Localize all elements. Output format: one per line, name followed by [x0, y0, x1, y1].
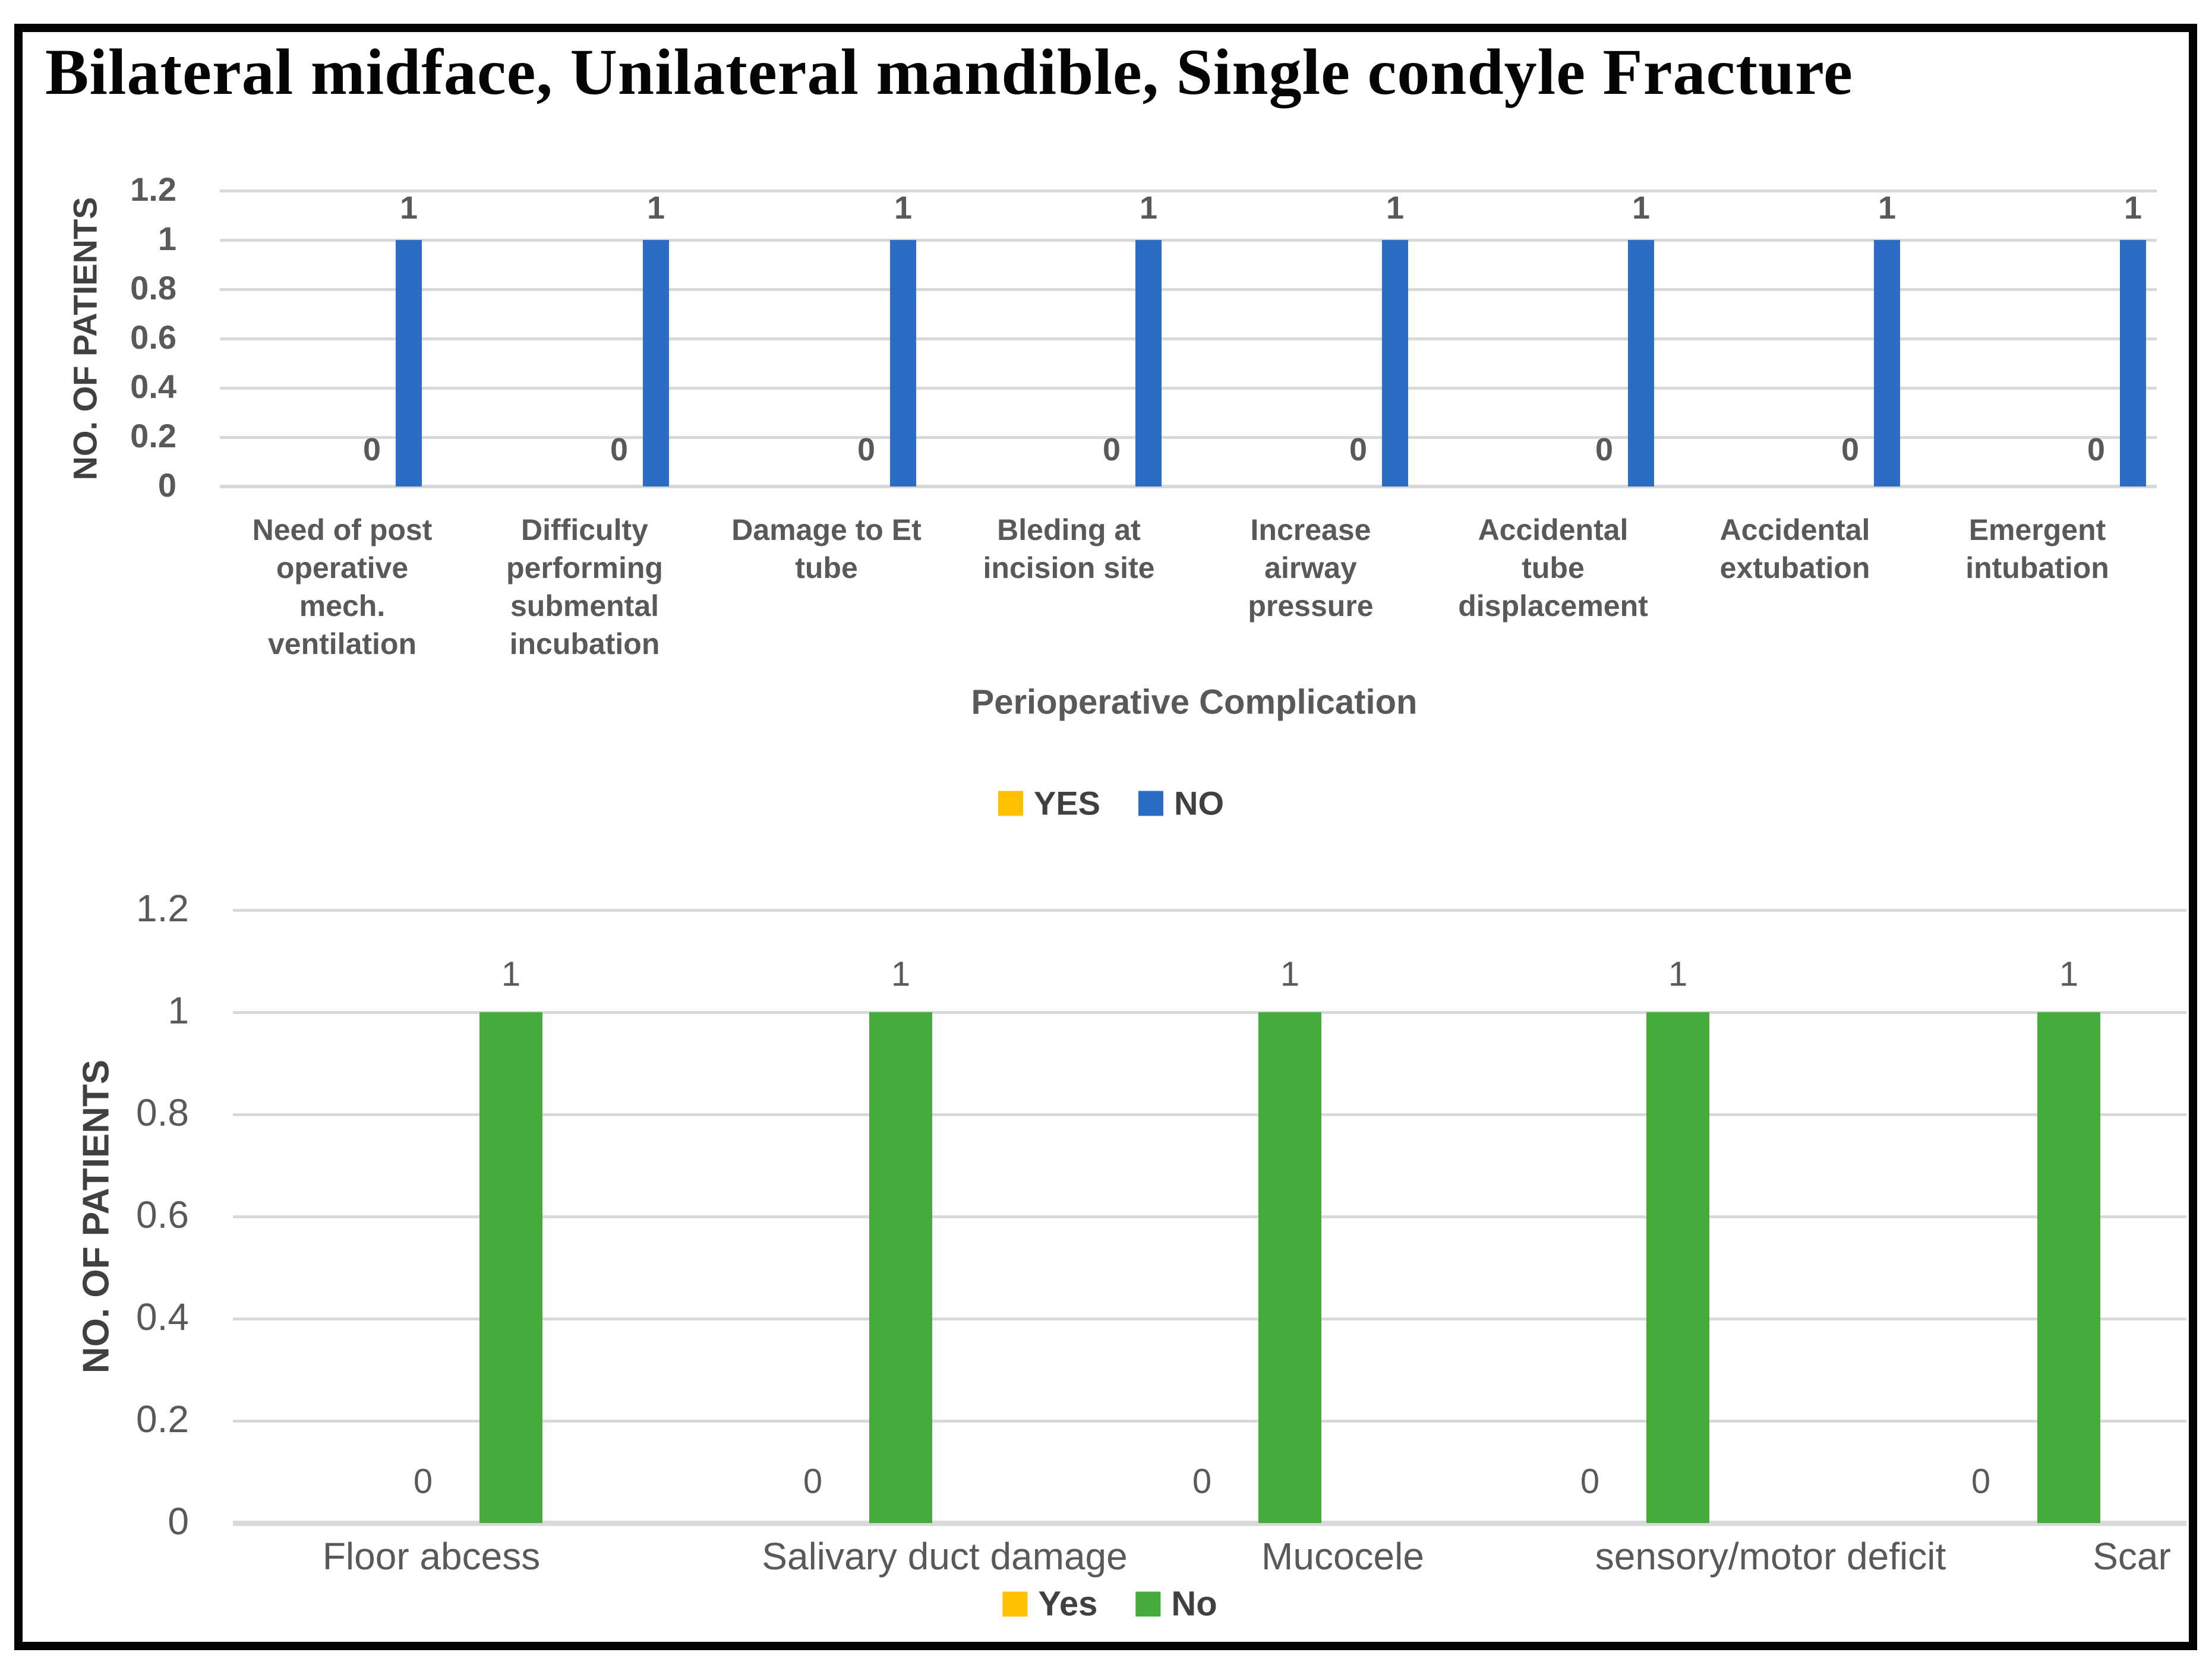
bottom-chart-y-axis-title: NO. OF PATIENTS: [75, 1059, 117, 1374]
legend-label-yes: Yes: [1038, 1584, 1098, 1623]
figure-border: [14, 24, 2197, 1650]
legend-swatch-yes: [998, 791, 1023, 816]
figure-title: Bilateral midface, Unilateral mandible, …: [45, 36, 1853, 108]
legend-swatch-no: [1135, 1591, 1161, 1616]
legend-swatch-no: [1138, 791, 1164, 816]
legend-label-yes: YES: [1033, 784, 1101, 822]
legend-label-no: No: [1171, 1584, 1217, 1623]
top-chart-y-axis-title: NO. OF PATIENTS: [66, 197, 104, 481]
top-chart-x-axis-title: Perioperative Complication: [971, 683, 1418, 722]
legend-swatch-yes: [1002, 1591, 1028, 1616]
top-chart-legend: YES NO: [998, 784, 1224, 823]
bottom-chart-legend: Yes No: [1002, 1584, 1217, 1624]
legend-label-no: NO: [1174, 784, 1225, 822]
